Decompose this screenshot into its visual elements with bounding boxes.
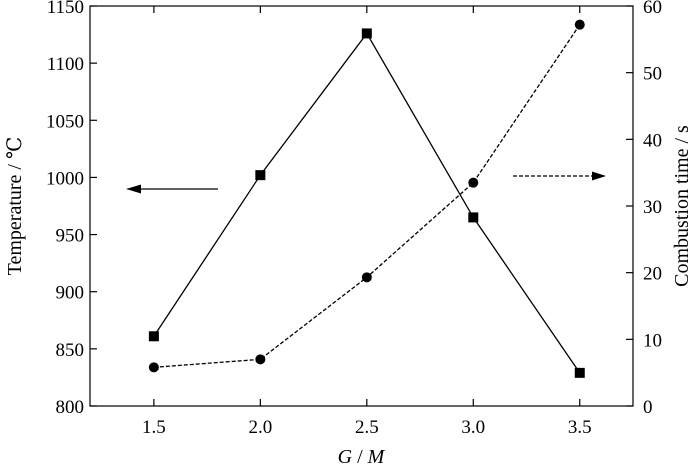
x-axis-title-m: M (367, 446, 386, 468)
x-tick-label: 2.0 (248, 417, 272, 438)
y-right-tick-label: 0 (643, 397, 653, 418)
y-left-tick-label: 850 (56, 340, 85, 361)
series-layer (148, 19, 585, 378)
data-point-square (255, 170, 266, 181)
y-left-tick-label: 1100 (47, 54, 84, 75)
y-right-tick-label: 30 (643, 197, 662, 218)
y-left-tick-label: 800 (56, 397, 85, 418)
arrow-left-head (126, 184, 141, 194)
data-point-circle (468, 177, 479, 188)
data-point-square (468, 212, 479, 223)
series-line-2 (153, 24, 581, 368)
data-point-square (148, 331, 159, 342)
x-tick-label: 1.5 (142, 417, 166, 438)
y-right-tick-label: 20 (643, 264, 662, 285)
x-tick-label: 2.5 (355, 417, 379, 438)
y-right-tick-label: 60 (643, 0, 662, 18)
x-tick-label: 3.0 (461, 417, 485, 438)
annotation-layer (126, 171, 606, 194)
data-point-square (361, 28, 372, 39)
data-point-circle (255, 354, 266, 365)
y-right-tick-label: 40 (643, 130, 662, 151)
series-line-1 (153, 32, 581, 374)
y-right-tick-label: 50 (643, 64, 662, 85)
data-point-circle (361, 272, 372, 283)
y-axis-right-title: Combustion time / s (671, 125, 693, 287)
data-point-circle (574, 19, 585, 30)
y-left-tick-label: 950 (56, 226, 85, 247)
x-tick-label: 3.5 (568, 417, 592, 438)
arrow-right-head (592, 171, 606, 181)
y-axis-left: 800 850 900 950 1000 1050 1100 1150 (46, 0, 97, 418)
y-left-tick-label: 1000 (46, 168, 84, 189)
y-left-tick-label: 1150 (47, 0, 84, 18)
data-point-square (574, 367, 585, 378)
x-axis-title: G / M (338, 446, 386, 468)
y-axis-left-title: Temperature / ℃ (4, 137, 26, 276)
y-left-tick-label: 1050 (46, 111, 84, 132)
data-point-circle (148, 362, 159, 373)
y-right-tick-label: 10 (643, 330, 662, 351)
x-axis-title-g: G (338, 446, 353, 468)
x-axis: 1.5 2.0 2.5 3.0 3.5 (142, 6, 592, 438)
x-axis-title-sep: / (352, 446, 368, 468)
y-left-tick-label: 900 (56, 283, 85, 304)
y-axis-right: 0 10 20 30 40 50 60 (626, 0, 662, 418)
